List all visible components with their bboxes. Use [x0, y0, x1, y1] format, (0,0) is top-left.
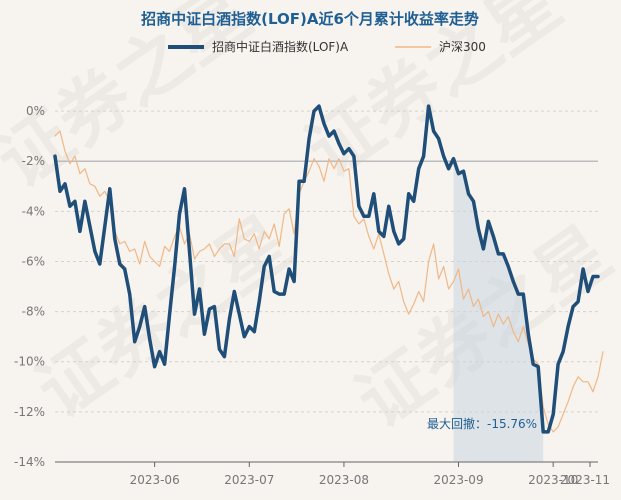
x-tick-label: 2023-06 — [130, 473, 180, 487]
x-tick-label: 2023-11 — [560, 473, 610, 487]
chart-title: 招商中证白酒指数(LOF)A近6个月累计收益率走势 — [141, 10, 479, 28]
y-tick-label: 0% — [26, 104, 45, 118]
x-tick-label: 2023-07 — [224, 473, 274, 487]
y-tick-label: -14% — [14, 455, 45, 469]
x-tick-label: 2023-10 — [528, 473, 578, 487]
watermark-text-1: 证券之星 — [292, 0, 576, 194]
legend: 招商中证白酒指数(LOF)A 沪深300 — [168, 39, 486, 54]
y-tick-label: -8% — [22, 305, 45, 319]
x-tick-label: 2023-08 — [319, 473, 369, 487]
y-tick-label: -12% — [14, 405, 45, 419]
legend-label-index: 沪深300 — [439, 40, 486, 54]
y-tick-label: -2% — [22, 154, 45, 168]
max-drawdown-band — [453, 158, 544, 462]
max-drawdown-annotation: 最大回撤：-15.76% — [427, 416, 537, 431]
x-axis: 2023-06 2023-07 2023-08 2023-09 2023-102023-… — [55, 461, 610, 487]
y-tick-label: -6% — [22, 254, 45, 268]
y-tick-label: -4% — [22, 204, 45, 218]
series-line-csi300 — [54, 130, 604, 433]
series-lines — [53, 104, 604, 434]
series-line-fund — [53, 104, 600, 434]
y-axis: 0% -2% -4% -6% -8% -10% -12% -14% — [14, 104, 45, 469]
watermark-text-0: 证券之星 — [0, 0, 266, 204]
legend-label-fund: 招商中证白酒指数(LOF)A — [212, 39, 349, 54]
x-tick-label: 2023-09 — [433, 473, 483, 487]
y-tick-label: -10% — [14, 355, 45, 369]
